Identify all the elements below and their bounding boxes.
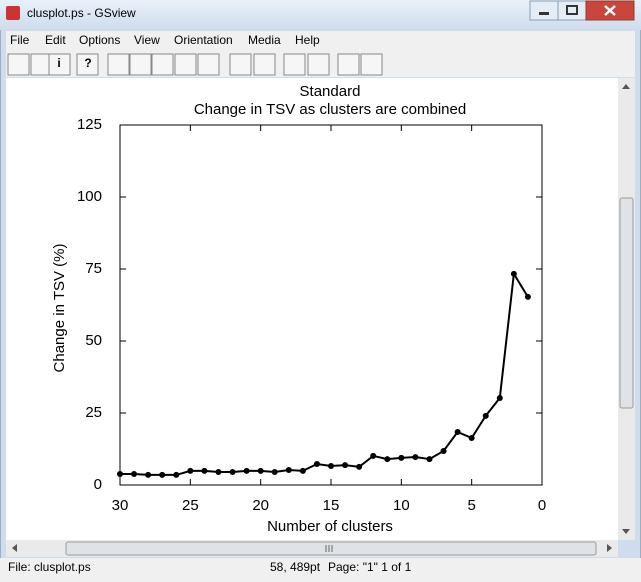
data-point	[398, 454, 405, 461]
menu-item[interactable]: File	[10, 33, 30, 47]
minimize-button[interactable]	[529, 0, 559, 21]
data-point	[257, 467, 264, 474]
data-point	[342, 462, 349, 469]
menu-item[interactable]: Orientation	[174, 33, 233, 47]
window-controls[interactable]	[529, 0, 635, 21]
x-axis-label: Number of clusters	[267, 518, 393, 535]
close-icon	[604, 5, 616, 16]
menu-bar	[6, 31, 635, 51]
help-button[interactable]: ?	[84, 56, 91, 70]
toolbar-button[interactable]	[337, 53, 360, 76]
status-bar	[0, 558, 641, 582]
data-point	[370, 452, 377, 459]
y-tick-label: 25	[85, 404, 102, 421]
data-point	[356, 463, 363, 470]
app-icon	[6, 6, 20, 20]
data-point	[201, 467, 208, 474]
data-point	[173, 471, 180, 478]
y-tick-label: 50	[85, 332, 102, 349]
x-tick-label: 15	[323, 497, 340, 514]
data-point	[215, 469, 222, 476]
y-tick-label: 125	[77, 116, 102, 133]
menu-item[interactable]: Media	[248, 33, 281, 47]
data-point	[159, 471, 166, 478]
data-point	[426, 456, 433, 463]
toolbar-button[interactable]	[7, 53, 30, 76]
x-tick-label: 0	[538, 497, 546, 514]
x-tick-label: 20	[252, 497, 269, 514]
window-title: clusplot.ps - GSview	[27, 6, 136, 20]
data-point	[384, 456, 391, 463]
document-view	[6, 78, 618, 540]
data-point	[243, 467, 250, 474]
y-tick-label: 0	[94, 476, 102, 493]
info-button[interactable]: i	[57, 56, 60, 70]
data-point	[510, 270, 517, 277]
menu-item[interactable]: Options	[79, 33, 120, 47]
data-point	[328, 462, 334, 469]
toolbar-button[interactable]	[253, 53, 276, 76]
data-point	[117, 471, 123, 478]
horizontal-scroll-thumb[interactable]	[65, 541, 597, 556]
chart-title: Standard	[300, 83, 361, 100]
data-point	[468, 435, 475, 442]
data-point	[229, 469, 236, 476]
y-tick-label: 100	[77, 188, 102, 205]
toolbar-button[interactable]	[48, 53, 71, 76]
x-tick-label: 10	[393, 497, 410, 514]
toolbar-buttons	[7, 53, 383, 76]
data-point	[285, 467, 292, 474]
data-point	[482, 412, 489, 419]
maximize-button[interactable]	[557, 0, 587, 21]
status-page: Page: "1" 1 of 1	[328, 560, 412, 574]
y-tick-label: 75	[85, 260, 102, 277]
data-point	[313, 460, 320, 467]
data-point	[454, 429, 461, 436]
toolbar-button[interactable]	[360, 53, 383, 76]
data-point	[271, 469, 278, 476]
data-point	[187, 467, 194, 474]
maximize-icon	[566, 5, 578, 15]
data-point	[299, 467, 306, 474]
toolbar-button[interactable]	[307, 53, 330, 76]
toolbar-button[interactable]	[107, 53, 130, 76]
menu-item[interactable]: Help	[295, 33, 320, 47]
chart: Standard Change in TSV as clusters are c…	[51, 83, 546, 535]
menu-item[interactable]: View	[134, 33, 160, 47]
status-file: File: clusplot.ps	[8, 560, 91, 574]
x-tick-label: 25	[182, 497, 199, 514]
data-point	[524, 293, 531, 300]
data-point	[145, 471, 152, 478]
toolbar-button[interactable]	[174, 53, 197, 76]
x-tick-label: 30	[112, 497, 129, 514]
toolbar-button[interactable]	[283, 53, 306, 76]
toolbar-button[interactable]	[129, 53, 152, 76]
scroll-grip	[325, 545, 333, 552]
data-point	[412, 454, 419, 461]
data-point	[496, 395, 503, 402]
toolbar-button[interactable]	[151, 53, 174, 76]
data-point	[440, 448, 447, 455]
data-point	[131, 471, 138, 478]
toolbar-button[interactable]	[229, 53, 252, 76]
toolbar-button[interactable]	[76, 53, 99, 76]
y-axis-label: Change in TSV (%)	[51, 244, 68, 373]
toolbar-button[interactable]	[197, 53, 220, 76]
menu-item[interactable]: Edit	[45, 33, 66, 47]
minimize-icon	[539, 12, 549, 15]
vertical-scroll-thumb[interactable]	[619, 197, 634, 409]
chart-subtitle: Change in TSV as clusters are combined	[194, 101, 466, 118]
x-tick-label: 5	[467, 497, 475, 514]
status-position: 58, 489pt	[270, 560, 321, 574]
